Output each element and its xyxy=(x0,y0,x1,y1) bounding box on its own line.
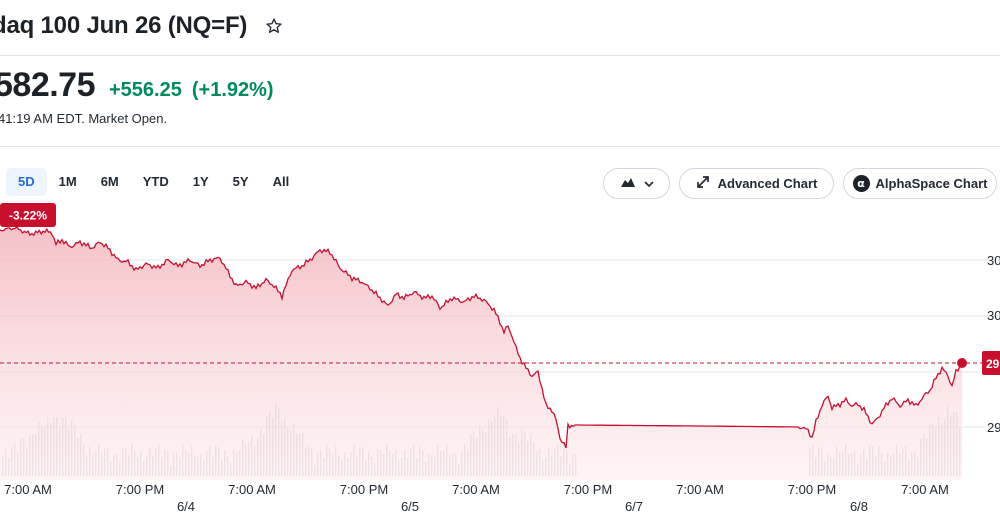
x-tick-label: 7:00 AM xyxy=(901,482,949,497)
last-price-dot xyxy=(957,358,967,368)
x-tick-label: 7:00 PM xyxy=(340,482,388,497)
date-label: 6/8 xyxy=(850,499,868,514)
title-row: daq 100 Jun 26 (NQ=F) xyxy=(0,8,283,44)
quote-row: 582.75 +556.25 (+1.92%) xyxy=(0,66,274,105)
y-tick-label: 30 xyxy=(987,253,1000,268)
x-tick-label: 7:00 AM xyxy=(228,482,276,497)
market-timestamp: 41:19 AM EDT. Market Open. xyxy=(0,111,168,126)
price-chart-svg: -3.22% 30 30 29 29 7:00 AM 7:00 PM 7:00 … xyxy=(0,203,1000,514)
current-price-tag xyxy=(982,351,1000,375)
current-price: 582.75 xyxy=(0,66,96,104)
range-tab-all[interactable]: All xyxy=(272,174,290,189)
page-title: daq 100 Jun 26 (NQ=F) xyxy=(0,12,248,39)
alphaspace-logo-icon: α xyxy=(852,175,870,192)
chevron-down-icon xyxy=(643,176,654,191)
header-divider xyxy=(0,55,1000,56)
advanced-chart-label: Advanced Chart xyxy=(717,176,818,191)
x-tick-label: 7:00 PM xyxy=(788,482,836,497)
mountain-chart-icon xyxy=(620,176,636,191)
range-tab-5d[interactable]: 5D xyxy=(6,168,47,196)
x-tick-label: 7:00 AM xyxy=(676,482,724,497)
alphaspace-chart-button[interactable]: α AlphaSpace Chart xyxy=(843,168,997,199)
x-tick-label: 7:00 PM xyxy=(564,482,612,497)
range-tab-6m[interactable]: 6M xyxy=(100,174,119,189)
date-label: 6/4 xyxy=(177,499,195,514)
price-change: +556.25 xyxy=(109,79,182,101)
period-change-badge xyxy=(0,203,56,227)
range-tab-1m[interactable]: 1M xyxy=(58,174,77,189)
range-tab-ytd[interactable]: YTD xyxy=(142,174,169,189)
date-label: 6/5 xyxy=(401,499,419,514)
period-change-label: -3.22% xyxy=(9,209,47,223)
y-tick-label: 30 xyxy=(987,308,1000,323)
quote-divider xyxy=(0,146,1000,147)
expand-arrows-icon xyxy=(696,175,710,192)
price-change-percent: (+1.92%) xyxy=(191,79,274,101)
x-tick-label: 7:00 AM xyxy=(452,482,500,497)
range-tab-1y[interactable]: 1Y xyxy=(192,174,209,189)
price-line xyxy=(0,226,963,449)
price-chart[interactable]: -3.22% 30 30 29 29 7:00 AM 7:00 PM 7:00 … xyxy=(0,200,1000,515)
date-label: 6/7 xyxy=(625,499,643,514)
star-outline-icon[interactable] xyxy=(265,17,283,35)
price-area xyxy=(0,227,962,480)
y-tick-label: 29 xyxy=(987,420,1000,435)
range-tab-5y[interactable]: 5Y xyxy=(232,174,249,189)
range-tabs: 5D 1M 6M YTD 1Y 5Y All xyxy=(6,168,301,196)
current-price-tag-label: 29 xyxy=(986,357,1000,371)
x-tick-label: 7:00 PM xyxy=(116,482,164,497)
x-tick-label: 7:00 AM xyxy=(4,482,52,497)
alphaspace-chart-label: AlphaSpace Chart xyxy=(875,176,988,191)
advanced-chart-button[interactable]: Advanced Chart xyxy=(679,168,834,199)
chart-type-dropdown[interactable] xyxy=(603,168,670,199)
